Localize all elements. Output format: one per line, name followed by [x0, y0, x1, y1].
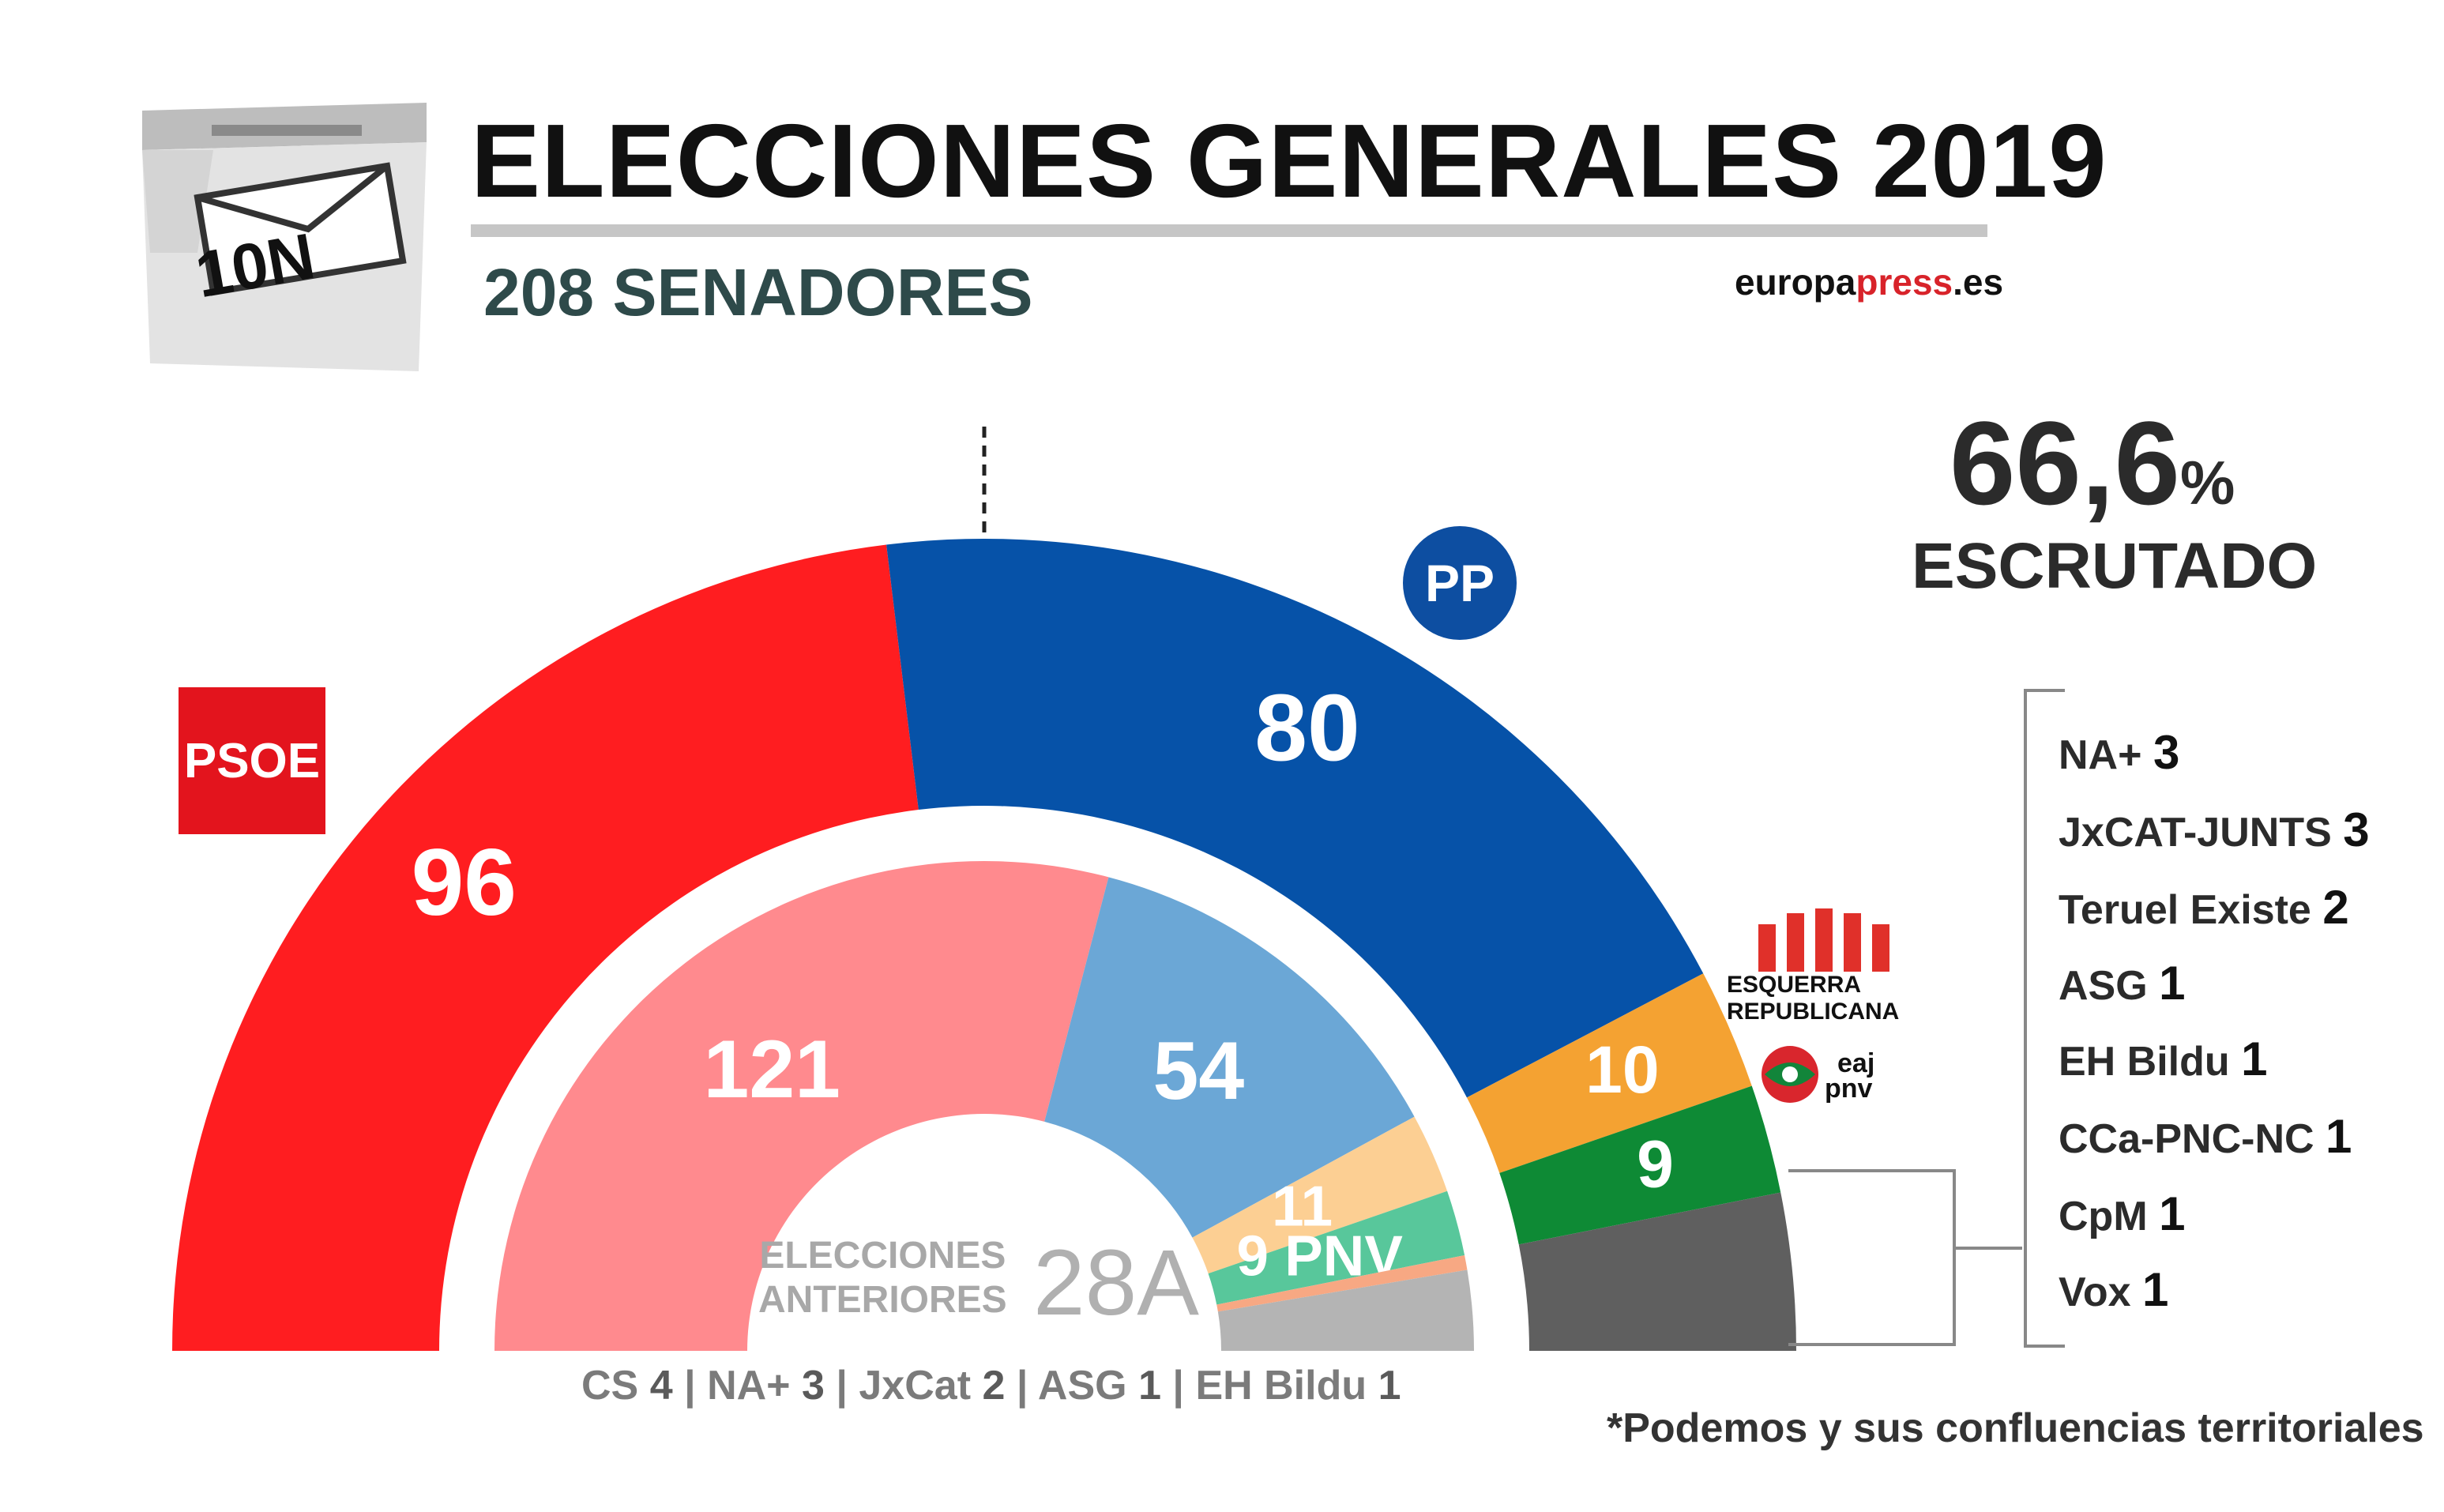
others-list-item: ASG 1: [2059, 956, 2186, 1010]
erc-line2: REPUBLICANA: [1727, 999, 1900, 1025]
others-list-item: CCa-PNC-NC 1: [2059, 1109, 2352, 1164]
brand-logo: europapress.es: [1735, 261, 2003, 303]
previous-seat-segment-other-5: [1217, 1269, 1474, 1351]
pp-logo: PP: [1403, 526, 1517, 640]
others-party-name: NA+: [2059, 732, 2142, 778]
previous-elections-label: ELECCIONES ANTERIORES: [758, 1234, 1007, 1322]
others-list-item: JxCAT-JUNTS 3: [2059, 803, 2370, 857]
chart-hub: [750, 1117, 1218, 1351]
others-party-seats: 2: [2322, 881, 2349, 934]
brand-part-1: europa: [1735, 261, 1856, 303]
others-party-seats: 1: [2159, 1187, 2186, 1240]
previous-party-seats: 1: [1138, 1363, 1161, 1409]
current-seat-label: 10: [1585, 1032, 1659, 1107]
ballot-box-icon: [126, 95, 442, 379]
previous-party-seats: 1: [1378, 1363, 1401, 1409]
previous-party-name: EH Bildu: [1195, 1363, 1367, 1409]
erc-logo: ESQUERRA REPUBLICANA: [1727, 908, 1916, 1025]
pnv-line2: pnv: [1825, 1074, 1873, 1104]
previous-party-name: CS: [581, 1363, 639, 1409]
current-seat-segment-pnv: [1499, 1085, 1781, 1245]
title-divider: [471, 224, 1987, 237]
brand-part-2: press: [1856, 261, 1953, 303]
others-party-seats: 3: [2343, 803, 2370, 856]
previous-party-name: JxCat: [859, 1363, 972, 1409]
pnv-logo: eaj pnv: [1762, 1046, 1916, 1104]
pnv-flag-icon: [1762, 1046, 1818, 1103]
others-party-name: Teruel Existe: [2059, 887, 2311, 933]
others-list-item: NA+ 3: [2059, 725, 2179, 780]
others-party-name: ASG: [2059, 963, 2148, 1009]
page-title: ELECCIONES GENERALES 2019: [471, 103, 2107, 219]
erc-stripes-icon: [1758, 908, 1889, 972]
scrutiny-value: 66,6%: [1950, 395, 2235, 532]
brand-part-3: .es: [1953, 261, 2004, 303]
erc-line1: ESQUERRA: [1727, 972, 1862, 998]
footnote: *Podemos y sus confluencias territoriale…: [1607, 1405, 2424, 1451]
previous-label-line2: ANTERIORES: [758, 1279, 1007, 1321]
others-list-item: Vox 1: [2059, 1262, 2168, 1317]
others-list-item: CpM 1: [2059, 1187, 2185, 1241]
scrutiny-unit: %: [2179, 448, 2235, 517]
previous-seat-segment-pnv: [1208, 1190, 1465, 1305]
previous-seat-segment-erc: [1192, 1116, 1448, 1274]
previous-party-name: ASG: [1037, 1363, 1127, 1409]
psoe-logo: PSOE: [179, 687, 325, 834]
current-seat-segment-psoe: [172, 544, 919, 1351]
current-seat-segment-erc: [1466, 973, 1752, 1173]
others-party-name: CCa-PNC-NC: [2059, 1116, 2314, 1162]
others-list-item: Teruel Existe 2: [2059, 880, 2349, 935]
previous-party-seats: 4: [649, 1363, 673, 1409]
current-seat-segment-pp: [886, 539, 1704, 1098]
current-seat-segment-other-4: [1518, 1192, 1796, 1351]
scrutiny-number: 66,6: [1950, 397, 2180, 529]
previous-seat-label: 121: [704, 1024, 841, 1115]
previous-seat-segment-psoe: [494, 860, 1109, 1351]
previous-party-seats: 3: [802, 1363, 825, 1409]
scrutiny-label: ESCRUTADO: [1912, 530, 2318, 602]
pnv-line1: eaj: [1837, 1048, 1875, 1078]
previous-others-line: CS 4 | NA+ 3 | JxCat 2 | ASG 1 | EH Bild…: [581, 1363, 1401, 1409]
current-seat-label: 96: [412, 829, 517, 935]
previous-party-seats: 2: [982, 1363, 1006, 1409]
others-party-name: JxCAT-JUNTS: [2059, 810, 2332, 856]
others-party-seats: 3: [2153, 726, 2180, 779]
others-party-seats: 1: [2141, 1263, 2169, 1316]
current-seat-label: 80: [1254, 675, 1359, 781]
others-party-seats: 1: [2241, 1032, 2268, 1085]
others-party-name: CpM: [2059, 1194, 2148, 1239]
previous-seat-segment-pp: [1044, 877, 1415, 1238]
others-list-item: EH Bildu 1: [2059, 1032, 2268, 1086]
others-party-name: EH Bildu: [2059, 1039, 2230, 1085]
others-party-name: Vox: [2059, 1269, 2131, 1315]
others-party-seats: 1: [2159, 957, 2186, 1010]
current-seat-label: 9: [1637, 1126, 1674, 1201]
previous-elections-tag: 28A: [1033, 1231, 1199, 1335]
previous-seat-label: 11: [1272, 1175, 1333, 1239]
previous-seat-segment-other-4: [1216, 1255, 1468, 1312]
previous-label-line1: ELECCIONES: [759, 1235, 1006, 1277]
others-party-seats: 1: [2326, 1110, 2352, 1163]
previous-seat-label: 54: [1153, 1025, 1245, 1117]
page-subtitle: 208 SENADORES: [483, 255, 1033, 329]
previous-party-name: NA+: [707, 1363, 791, 1409]
